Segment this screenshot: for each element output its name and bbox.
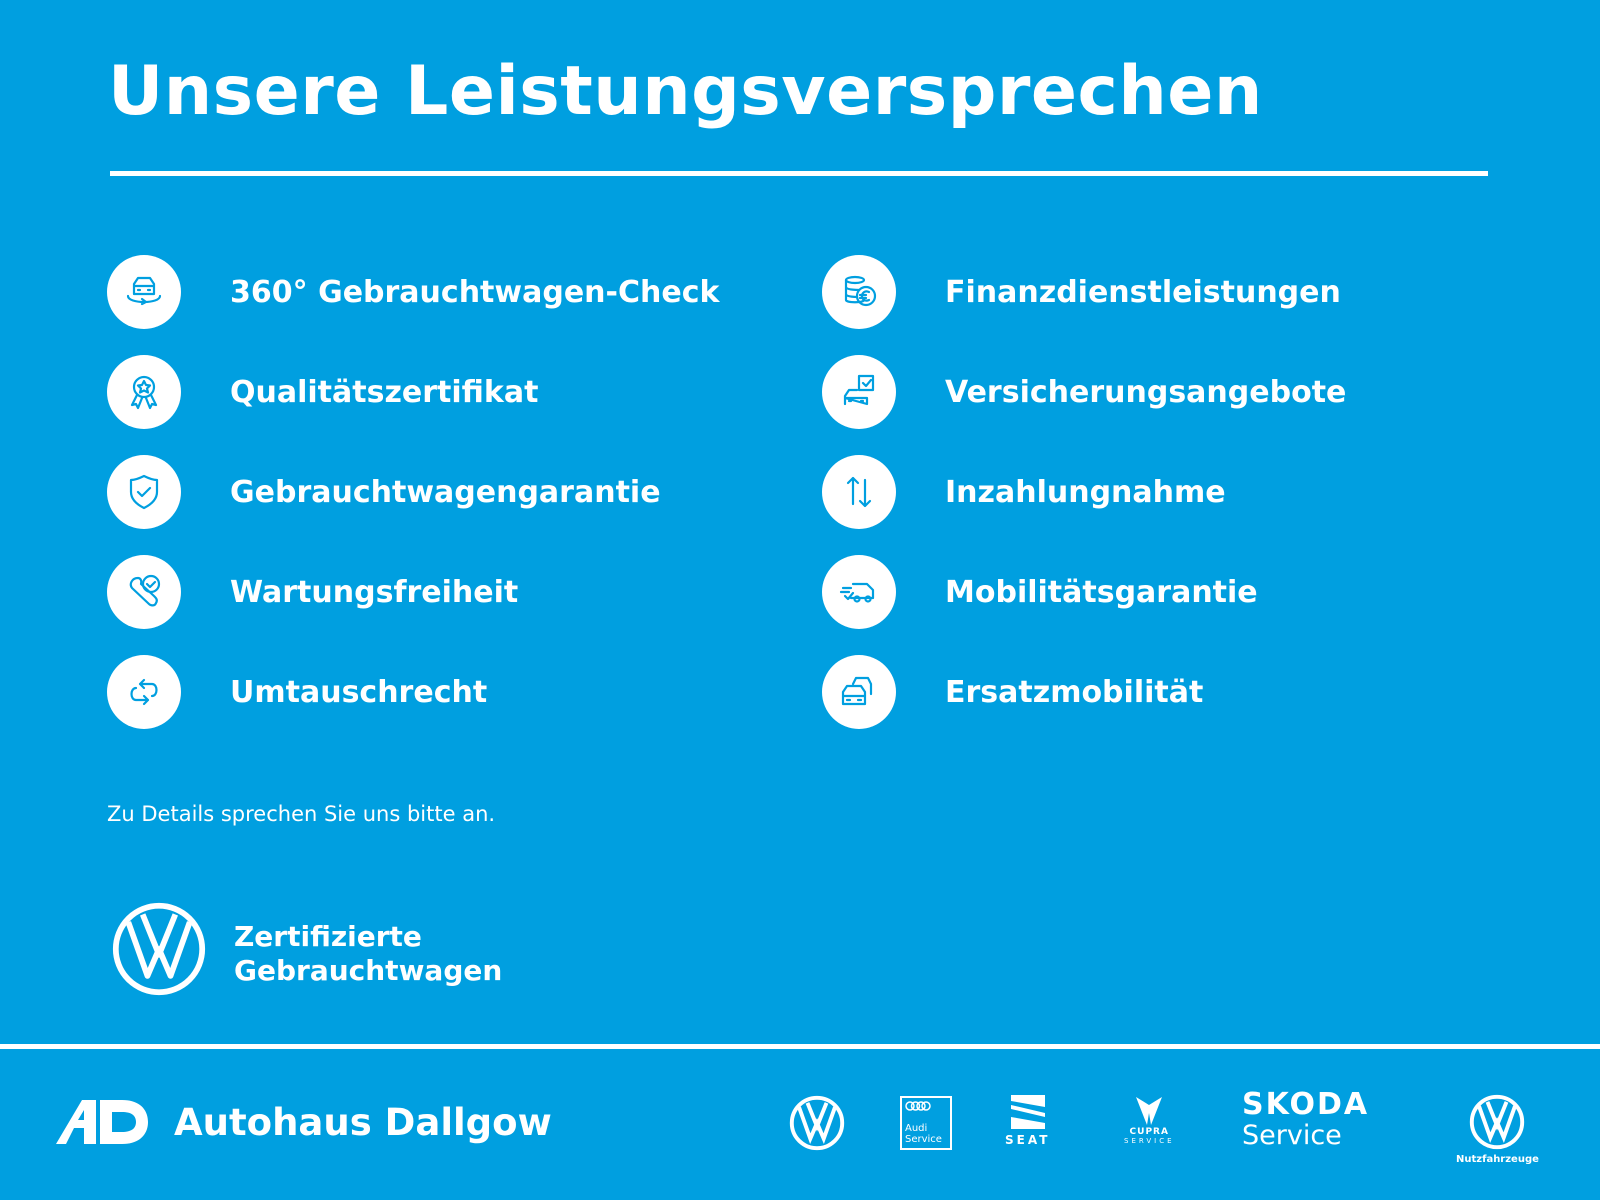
audi-service-label: Audi Service <box>905 1123 942 1145</box>
feature-item: Qualitätszertifikat <box>107 355 538 429</box>
vw-logo-icon <box>1470 1094 1525 1150</box>
dealer-logo: Autohaus Dallgow <box>56 1098 552 1146</box>
feature-item: Wartungsfreiheit <box>107 555 518 629</box>
two-cars-icon-badge <box>822 655 896 729</box>
coins-euro-icon-badge <box>822 255 896 329</box>
feature-item: Versicherungsangebote <box>822 355 1346 429</box>
brand-skoda: SKODA Service <box>1242 1090 1369 1152</box>
feature-label: Gebrauchtwagengarantie <box>230 474 661 510</box>
cupra-service-label: SERVICE <box>1124 1137 1175 1145</box>
feature-label: 360° Gebrauchtwagen-Check <box>230 274 720 310</box>
divider <box>110 171 1488 176</box>
dealer-name: Autohaus Dallgow <box>174 1100 552 1144</box>
feature-item: Finanzdienstleistungen <box>822 255 1341 329</box>
page-title: Unsere Leistungsversprechen <box>108 52 1263 131</box>
award-rosette-icon <box>130 375 158 410</box>
brand-cupra: CUPRA SERVICE <box>1124 1095 1175 1145</box>
car-insurance-icon-badge <box>822 355 896 429</box>
car-360-icon-badge <box>107 255 181 329</box>
feature-item: Inzahlungnahme <box>822 455 1226 529</box>
exchange-arrows-icon <box>130 678 158 706</box>
coins-euro-icon <box>844 275 877 307</box>
car-insurance-icon <box>843 374 875 406</box>
seat-logo-icon <box>1010 1095 1045 1129</box>
wrench-check-icon-badge <box>107 555 181 629</box>
details-note: Zu Details sprechen Sie uns bitte an. <box>107 802 496 826</box>
feature-label: Qualitätszertifikat <box>230 374 539 410</box>
fast-van-icon-badge <box>822 555 896 629</box>
certified-label: Zertifizierte Gebrauchtwagen <box>234 920 502 988</box>
feature-item: Mobilitätsgarantie <box>822 555 1258 629</box>
skoda-label: SKODA <box>1242 1087 1370 1122</box>
feature-item: Umtauschrecht <box>107 655 487 729</box>
feature-label: Wartungsfreiheit <box>230 574 519 610</box>
feature-label: Inzahlungnahme <box>945 474 1226 510</box>
brand-vw-nutzfahrzeuge: Nutzfahrzeuge <box>1456 1094 1539 1165</box>
two-cars-icon <box>841 676 873 706</box>
shield-check-icon <box>129 474 159 510</box>
cupra-logo-icon <box>1136 1097 1163 1125</box>
up-down-arrows-icon <box>846 476 872 508</box>
award-rosette-icon-badge <box>107 355 181 429</box>
feature-item: Ersatzmobilität <box>822 655 1203 729</box>
car-360-icon <box>126 276 162 306</box>
feature-label: Umtauschrecht <box>230 674 488 710</box>
vw-logo-icon <box>112 902 206 996</box>
ad-logo-icon <box>56 1100 148 1144</box>
certified-line2: Gebrauchtwagen <box>234 954 503 987</box>
brand-seat: SEAT <box>1005 1095 1050 1147</box>
exchange-arrows-icon-badge <box>107 655 181 729</box>
feature-label: Finanzdienstleistungen <box>945 274 1341 310</box>
nutzfahrzeuge-label: Nutzfahrzeuge <box>1456 1154 1539 1165</box>
seat-label: SEAT <box>1005 1133 1051 1147</box>
skoda-service-label: Service <box>1242 1120 1342 1151</box>
feature-label: Versicherungsangebote <box>945 374 1347 410</box>
fast-van-icon <box>839 582 875 603</box>
feature-label: Ersatzmobilität <box>945 674 1204 710</box>
audi-rings-icon <box>905 1101 931 1111</box>
footer-divider <box>0 1044 1600 1049</box>
feature-label: Mobilitätsgarantie <box>945 574 1258 610</box>
cupra-label: CUPRA <box>1129 1127 1169 1137</box>
certified-line1: Zertifizierte <box>234 920 422 953</box>
vw-logo-icon <box>789 1095 845 1151</box>
brand-vw <box>789 1095 845 1151</box>
wrench-check-icon <box>129 574 161 607</box>
feature-item: Gebrauchtwagengarantie <box>107 455 661 529</box>
up-down-arrows-icon-badge <box>822 455 896 529</box>
feature-item: 360° Gebrauchtwagen-Check <box>107 255 719 329</box>
shield-check-icon-badge <box>107 455 181 529</box>
brand-audi: Audi Service <box>900 1096 952 1150</box>
